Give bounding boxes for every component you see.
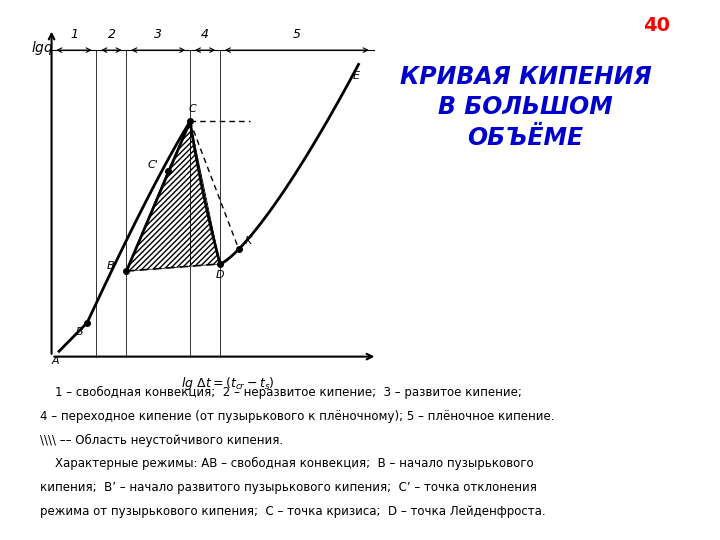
Text: 5: 5 [293,28,301,41]
Text: режима от пузырькового кипения;  С – точка кризиса;  D – точка Лейденфроста.: режима от пузырькового кипения; С – точк… [40,505,545,518]
Text: КРИВАЯ КИПЕНИЯ
В БОЛЬШОМ
ОБЪЁМЕ: КРИВАЯ КИПЕНИЯ В БОЛЬШОМ ОБЪЁМЕ [400,65,652,150]
Text: 40: 40 [643,16,670,35]
Text: B: B [76,327,84,338]
Text: $lgq$: $lgq$ [31,39,54,57]
Text: D: D [216,270,225,280]
Text: E: E [354,71,360,80]
Text: \\\\ –– Область неустойчивого кипения.: \\\\ –– Область неустойчивого кипения. [40,434,283,447]
Text: 4 – переходное кипение (от пузырькового к плёночному); 5 – плёночное кипение.: 4 – переходное кипение (от пузырькового … [40,410,554,423]
Text: 2: 2 [107,28,115,41]
Text: C': C' [148,160,159,170]
Text: C: C [188,104,196,114]
Text: кипения;  В’ – начало развитого пузырькового кипения;  С’ – точка отклонения: кипения; В’ – начало развитого пузырьков… [40,481,536,494]
Text: $lg\ \Delta t=(t_{cr}-t_s)$: $lg\ \Delta t=(t_{cr}-t_s)$ [181,375,274,392]
Text: 3: 3 [154,28,162,41]
Text: 1: 1 [70,28,78,41]
Text: K: K [245,236,252,246]
Text: 1 – свободная конвекция;  2 – неразвитое кипение;  3 – развитое кипение;: 1 – свободная конвекция; 2 – неразвитое … [40,386,521,399]
Text: Характерные режимы: АВ – свободная конвекция;  В – начало пузырькового: Характерные режимы: АВ – свободная конве… [40,457,534,470]
Text: 4: 4 [201,28,209,41]
Text: B': B' [107,261,117,271]
Text: A: A [52,356,59,366]
